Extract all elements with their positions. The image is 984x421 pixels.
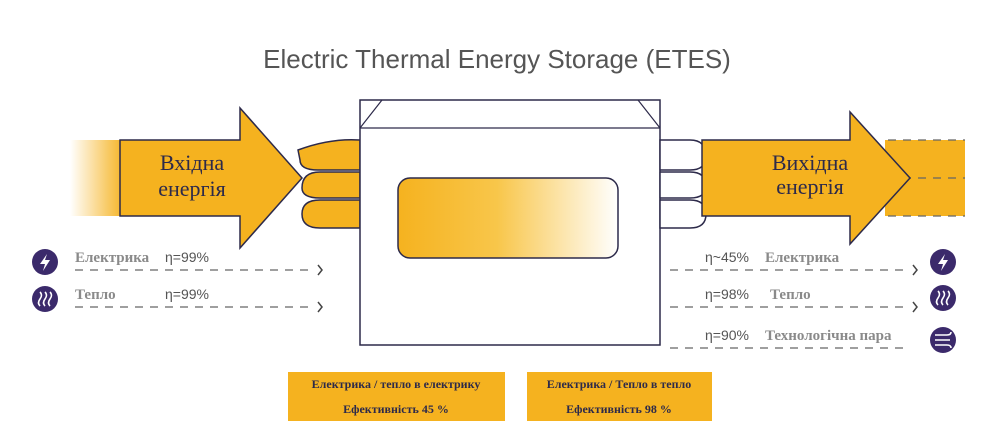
output-chevron — [913, 265, 917, 275]
input-arrow-text: енергія — [158, 176, 226, 201]
diagram: Electric Thermal Energy Storage (ETES) В… — [0, 0, 984, 421]
input-efficiency: η=99% — [165, 249, 209, 265]
output-efficiency: η=98% — [705, 286, 749, 302]
output-efficiency: η=90% — [705, 327, 749, 343]
output-chevron — [913, 302, 917, 312]
input-label: Тепло — [75, 287, 116, 303]
left-pipes — [298, 140, 360, 228]
box-efficiency: Ефективність 98 % — [566, 402, 672, 416]
input-label: Електрика — [75, 250, 150, 266]
box-efficiency: Ефективність 45 % — [343, 402, 449, 416]
box-title: Електрика / тепло в електрику — [312, 377, 481, 391]
input-chevron — [318, 265, 322, 275]
output-label: Тепло — [770, 287, 811, 303]
input-band — [70, 140, 125, 216]
title: Electric Thermal Energy Storage (ETES) — [263, 44, 731, 74]
input-chevron — [318, 302, 322, 312]
output-label: Електрика — [765, 250, 840, 266]
output-arrow-text: енергія — [776, 174, 844, 199]
input-arrow-text: Вхідна — [160, 150, 224, 175]
output-label: Технологічна пара — [765, 328, 892, 344]
storage-window — [398, 178, 618, 258]
output-arrow-text: Вихідна — [772, 150, 849, 175]
box-title: Електрика / Тепло в тепло — [547, 377, 692, 391]
input-efficiency: η=99% — [165, 286, 209, 302]
output-efficiency: η~45% — [705, 249, 749, 265]
right-pipes — [660, 140, 706, 228]
steam-icon-glyph — [935, 332, 951, 348]
